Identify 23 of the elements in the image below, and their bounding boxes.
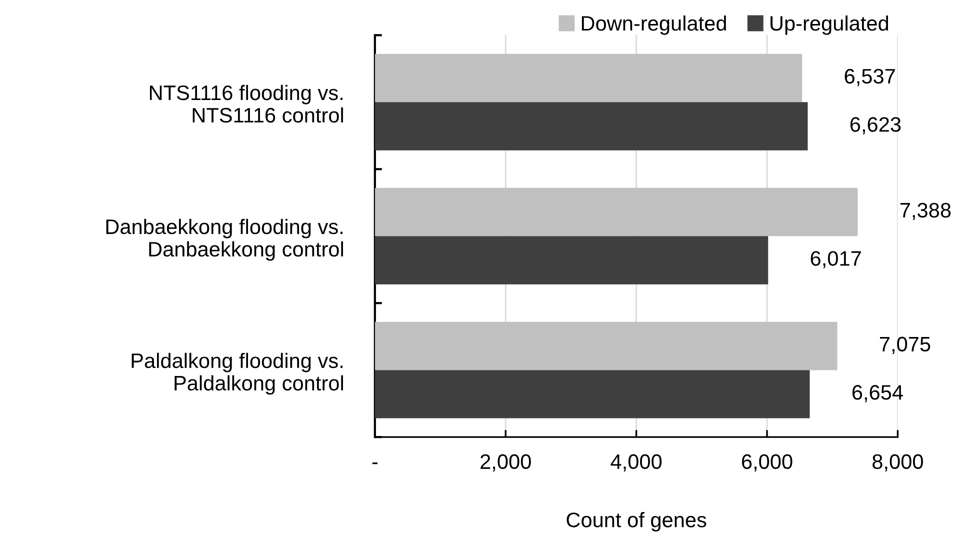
x-tick-label: 2,000 [480,454,531,472]
bar [374,188,858,236]
bar [374,102,808,150]
y-tick-label: Danbaekkong flooding vs. Danbaekkong control [106,218,343,261]
legend-label: Up-regulated [770,15,888,35]
bar [374,54,802,102]
bar [374,236,768,284]
x-tick-label: - [372,462,378,464]
x-tick-label: 6,000 [742,454,792,472]
data-label: 6,017 [810,251,861,268]
data-label: 6,654 [852,385,903,402]
data-label: 6,537 [844,68,895,86]
bar [374,370,810,418]
y-tick-label: Paldalkong flooding vs. Paldalkong control [132,352,343,395]
x-tick-label: 8,000 [872,454,923,472]
data-label: 7,075 [880,336,930,354]
x-axis-title: Count of genes [566,512,706,532]
data-label: 7,388 [900,202,951,220]
y-tick-label: NTS1116 flooding vs. NTS1116 control [150,84,343,123]
x-tick-label: 4,000 [610,454,662,472]
bar [374,322,838,370]
data-label: 6,623 [850,117,901,134]
legend-label: Down-regulated [582,15,726,35]
